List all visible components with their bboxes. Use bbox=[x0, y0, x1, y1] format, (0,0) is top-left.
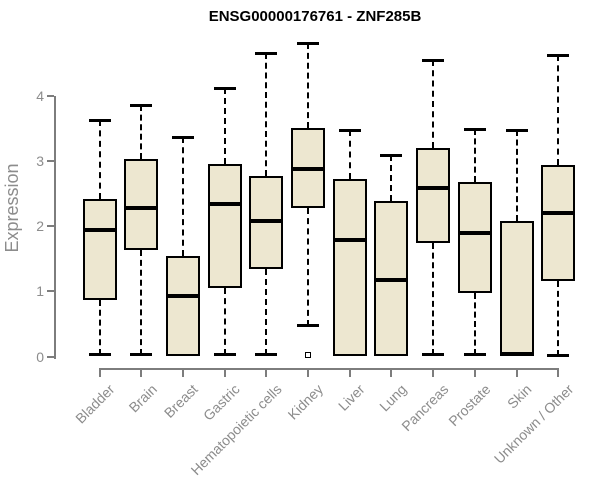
whisker-cap-upper-prostate bbox=[463, 128, 486, 132]
whisker-upper-breast bbox=[181, 136, 184, 256]
x-axis-tick bbox=[265, 368, 268, 377]
whisker-upper-pancreas bbox=[432, 60, 435, 148]
whisker-lower-kidney bbox=[307, 207, 309, 327]
whisker-lower-brain bbox=[140, 250, 143, 355]
x-axis-tick bbox=[432, 368, 435, 377]
box-gastric bbox=[207, 164, 242, 288]
whisker-cap-upper-kidney bbox=[297, 41, 319, 45]
median-unknown-other bbox=[541, 210, 576, 215]
whisker-cap-lower-unknown-other bbox=[547, 353, 570, 357]
x-tick-label-bladder: Bladder bbox=[72, 381, 118, 427]
box-unknown-other bbox=[541, 164, 576, 282]
box-pancreas bbox=[416, 147, 451, 243]
y-axis-tick bbox=[47, 159, 54, 162]
box-breast bbox=[165, 256, 200, 357]
y-tick-label: 2 bbox=[36, 218, 44, 234]
box-prostate bbox=[457, 181, 492, 293]
whisker-upper-unknown-other bbox=[557, 55, 560, 165]
x-axis-tick bbox=[557, 368, 560, 377]
whisker-cap-lower-hematopoietic-cells bbox=[255, 352, 278, 356]
whisker-upper-brain bbox=[140, 105, 143, 160]
y-axis-line bbox=[54, 95, 56, 359]
median-kidney bbox=[291, 167, 325, 172]
whisker-cap-upper-skin bbox=[505, 129, 528, 133]
whisker-upper-kidney bbox=[307, 42, 309, 129]
chart-title: ENSG00000176761 - ZNF285B bbox=[208, 8, 422, 25]
whisker-cap-upper-brain bbox=[130, 104, 153, 108]
median-breast bbox=[165, 294, 200, 299]
whisker-cap-upper-pancreas bbox=[422, 59, 445, 63]
x-tick-label-lung: Lung bbox=[376, 381, 410, 415]
median-pancreas bbox=[416, 186, 451, 191]
y-axis-tick bbox=[47, 290, 54, 293]
y-axis-tick bbox=[47, 355, 54, 358]
whisker-cap-lower-kidney bbox=[297, 324, 319, 328]
y-axis-tick bbox=[47, 225, 54, 227]
whisker-cap-lower-prostate bbox=[463, 353, 486, 357]
whisker-cap-upper-breast bbox=[171, 135, 194, 139]
x-tick-label-liver: Liver bbox=[335, 381, 369, 414]
whisker-cap-lower-bladder bbox=[88, 352, 111, 356]
x-axis-tick bbox=[140, 368, 143, 377]
x-axis-tick bbox=[515, 368, 518, 377]
whisker-cap-lower-brain bbox=[130, 352, 153, 356]
y-axis-tick bbox=[47, 94, 54, 97]
whisker-lower-unknown-other bbox=[557, 281, 560, 356]
box-skin bbox=[499, 220, 534, 357]
y-tick-label: 1 bbox=[36, 283, 44, 300]
median-lung bbox=[374, 278, 409, 283]
whisker-upper-skin bbox=[515, 130, 518, 221]
y-tick-label: 3 bbox=[36, 152, 44, 169]
box-liver bbox=[332, 179, 367, 357]
whisker-upper-liver bbox=[348, 130, 351, 180]
median-gastric bbox=[207, 202, 242, 207]
median-bladder bbox=[82, 227, 117, 232]
whisker-cap-upper-bladder bbox=[88, 118, 111, 122]
whisker-cap-upper-liver bbox=[338, 129, 361, 133]
whisker-lower-bladder bbox=[98, 299, 101, 355]
y-axis-label: Expression bbox=[2, 163, 22, 253]
x-tick-label-prostate: Prostate bbox=[444, 381, 494, 430]
whisker-lower-gastric bbox=[223, 287, 226, 356]
x-tick-label-breast: Breast bbox=[161, 381, 202, 421]
whisker-upper-hematopoietic-cells bbox=[265, 53, 268, 177]
x-axis-tick bbox=[98, 368, 101, 377]
box-brain bbox=[124, 159, 159, 251]
whisker-lower-pancreas bbox=[432, 242, 435, 356]
whisker-cap-lower-pancreas bbox=[422, 353, 445, 357]
whisker-upper-prostate bbox=[473, 129, 476, 182]
x-axis-tick bbox=[181, 368, 184, 377]
x-tick-label-unknown-other: Unknown / Other bbox=[490, 381, 577, 467]
y-tick-label: 4 bbox=[36, 87, 44, 104]
median-hematopoietic-cells bbox=[249, 219, 284, 224]
whisker-upper-lung bbox=[390, 154, 393, 202]
median-skin bbox=[499, 351, 534, 356]
whisker-upper-bladder bbox=[98, 119, 101, 200]
x-axis-tick bbox=[473, 368, 476, 377]
median-prostate bbox=[457, 231, 492, 236]
whisker-cap-upper-hematopoietic-cells bbox=[255, 52, 278, 56]
x-axis-line bbox=[98, 368, 560, 370]
x-tick-label-kidney: Kidney bbox=[284, 381, 327, 423]
x-tick-label-brain: Brain bbox=[125, 381, 160, 416]
x-axis-tick bbox=[348, 368, 351, 377]
whisker-cap-lower-gastric bbox=[213, 353, 236, 357]
median-brain bbox=[124, 206, 159, 211]
whisker-lower-prostate bbox=[473, 292, 476, 356]
outlier-kidney bbox=[305, 352, 311, 359]
whisker-cap-upper-unknown-other bbox=[547, 54, 570, 58]
x-axis-tick bbox=[390, 368, 393, 377]
whisker-lower-hematopoietic-cells bbox=[265, 269, 268, 355]
whisker-cap-upper-lung bbox=[380, 153, 403, 157]
whisker-upper-gastric bbox=[223, 88, 226, 164]
median-liver bbox=[332, 237, 367, 242]
x-axis-tick bbox=[307, 368, 309, 377]
x-axis-tick bbox=[223, 368, 226, 377]
x-tick-label-skin: Skin bbox=[504, 381, 535, 412]
y-tick-label: 0 bbox=[36, 348, 44, 365]
box-bladder bbox=[82, 199, 117, 300]
whisker-cap-upper-gastric bbox=[213, 87, 236, 91]
